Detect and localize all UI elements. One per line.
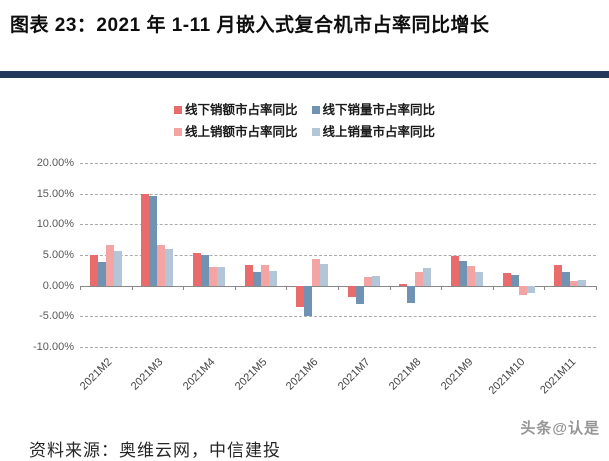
bar: [475, 272, 483, 286]
bar: [217, 266, 225, 286]
bar: [89, 255, 98, 286]
chart-legend: 线下销额市占率同比 线下销量市占率同比线上销额市占率同比 线上销量市占率同比: [0, 99, 609, 143]
bar: [165, 249, 174, 286]
bar: [105, 245, 114, 286]
bar: [399, 284, 408, 286]
bar: [347, 285, 356, 298]
y-axis-label: 10.00%: [36, 218, 74, 231]
bar: [371, 276, 380, 286]
x-axis-tick: [80, 285, 81, 290]
legend-item: 线下销量市占率同比: [311, 99, 436, 121]
x-axis-tick: [492, 285, 494, 290]
legend-label: 线下销量市占率同比: [322, 103, 436, 117]
bar: [193, 253, 201, 286]
bar: [363, 277, 372, 286]
bar: [304, 285, 313, 316]
legend-row: 线上销额市占率同比 线上销量市占率同比: [0, 121, 609, 143]
bar: [201, 255, 209, 286]
y-axis-label: 0.00%: [42, 279, 74, 292]
bar: [355, 285, 364, 305]
legend-marker-icon: [311, 105, 320, 114]
legend-marker-icon: [173, 127, 182, 136]
bar: [570, 280, 579, 286]
x-axis-tick: [183, 285, 185, 290]
bar: [510, 275, 519, 286]
gridline: [80, 193, 596, 195]
bar: [562, 271, 571, 286]
bar: [260, 265, 269, 286]
bar: [502, 273, 511, 286]
bar: [141, 193, 150, 286]
gridline: [80, 316, 596, 318]
gridline: [80, 255, 596, 256]
y-axis-label: -5.00%: [39, 310, 74, 323]
legend-label: 线上销量市占率同比: [322, 125, 436, 139]
x-axis-label: 2021M4: [180, 356, 218, 393]
legend-marker-icon: [311, 127, 320, 136]
x-axis-tick: [441, 285, 443, 290]
x-axis-tick: [286, 285, 288, 290]
legend-label: 线上销额市占率同比: [184, 125, 298, 139]
chart-title: 图表 23：2021 年 1-11 月嵌入式复合机市占率同比增长: [10, 15, 490, 36]
bar: [467, 266, 475, 286]
bar: [459, 261, 467, 286]
bar: [252, 271, 261, 286]
bar: [312, 259, 321, 286]
bar: [209, 266, 217, 286]
bar: [407, 285, 416, 303]
y-axis-label: 20.00%: [36, 157, 74, 169]
x-axis-tick: [596, 285, 597, 290]
bar: [526, 285, 535, 294]
x-axis-label: 2021M11: [538, 356, 579, 397]
bar: [97, 261, 106, 286]
bar: [451, 256, 459, 286]
bar: [320, 264, 329, 286]
bar: [113, 250, 122, 286]
x-axis-tick: [338, 285, 339, 290]
x-axis-tick: [131, 285, 133, 290]
gridline: [80, 224, 596, 226]
x-axis-tick: [544, 285, 546, 290]
y-axis-label: 15.00%: [36, 187, 74, 200]
bar: [578, 279, 587, 286]
bar: [518, 285, 527, 296]
bar: [296, 285, 305, 307]
bar: [149, 196, 158, 286]
y-axis-label: -10.00%: [33, 341, 74, 353]
bar: [268, 270, 277, 286]
bar: [423, 268, 432, 286]
legend-row: 线下销额市占率同比 线下销量市占率同比: [0, 99, 609, 121]
legend-item: 线上销量市占率同比: [311, 121, 436, 143]
x-axis-tick: [389, 285, 391, 290]
gridline: [80, 163, 596, 164]
legend-item: 线上销额市占率同比: [173, 121, 298, 143]
bar: [415, 272, 424, 286]
legend-item: 线下销额市占率同比: [173, 99, 298, 121]
x-axis-tick: [234, 285, 236, 290]
title-divider: [0, 71, 609, 78]
legend-marker-icon: [173, 105, 182, 114]
gridline: [80, 347, 596, 348]
legend-label: 线下销额市占率同比: [184, 103, 298, 117]
watermark: 头条@认是: [520, 420, 600, 437]
bar-chart-plot-area: 20.00% 15.00% 10.00% 5.00% 0.00% -5.00% -10.00…: [33, 157, 597, 397]
bar: [554, 264, 563, 286]
y-axis-label: 5.00%: [42, 249, 74, 261]
x-axis-label: 2021M9: [438, 356, 476, 393]
bar: [244, 264, 253, 286]
bar: [157, 244, 166, 286]
